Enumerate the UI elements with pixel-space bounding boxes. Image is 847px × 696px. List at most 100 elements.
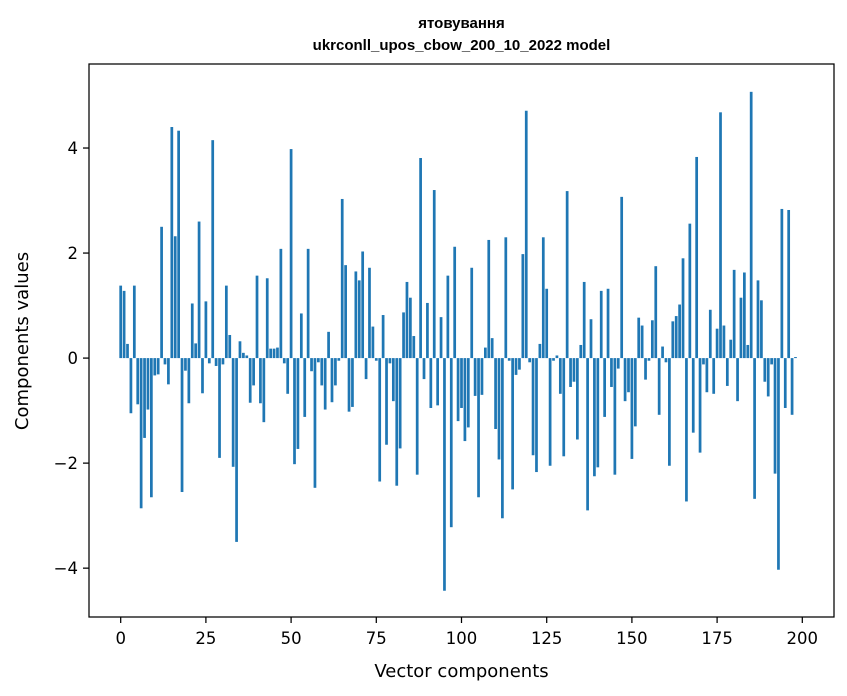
bar-117: [518, 358, 521, 370]
bar-72: [364, 358, 368, 380]
bar-63: [334, 358, 337, 386]
bar-91: [429, 358, 433, 408]
bar-156: [650, 320, 654, 359]
bar-112: [501, 358, 504, 519]
bar-75: [374, 358, 378, 361]
bar-171: [702, 358, 705, 365]
bar-162: [671, 321, 675, 359]
bar-98: [453, 246, 457, 359]
bar-136: [582, 281, 586, 359]
bar-152: [637, 317, 641, 359]
bar-74: [371, 326, 375, 359]
x-tick-label: 75: [366, 629, 387, 648]
bar-107: [483, 347, 487, 359]
bar-118: [521, 254, 525, 359]
plot-frame: [88, 63, 835, 618]
bar-144: [610, 358, 613, 387]
bar-168: [691, 358, 695, 433]
bar-13: [163, 358, 167, 365]
bar-177: [722, 325, 726, 359]
bar-182: [739, 297, 743, 359]
bar-59: [320, 358, 324, 386]
bar-126: [548, 358, 552, 466]
bar-167: [688, 223, 692, 359]
bar-62: [330, 358, 334, 403]
bar-68: [351, 358, 354, 407]
y-tick-label: 2: [68, 244, 79, 263]
bar-142: [603, 358, 607, 417]
bar-1: [122, 290, 126, 359]
bar-159: [661, 346, 664, 359]
bar-132: [569, 358, 572, 387]
bar-172: [705, 358, 709, 393]
y-tick-label: −2: [54, 454, 78, 473]
bar-44: [269, 348, 273, 359]
bar-119: [524, 110, 528, 359]
bar-37: [245, 355, 249, 359]
bar-135: [579, 344, 583, 359]
bar-111: [497, 358, 501, 460]
bar-61: [327, 331, 330, 359]
bar-31: [224, 285, 228, 359]
bar-186: [753, 358, 756, 499]
bar-22: [194, 343, 198, 359]
bar-114: [507, 358, 511, 361]
bar-65: [340, 198, 344, 359]
bar-125: [545, 288, 549, 359]
bar-43: [265, 278, 269, 359]
bar-123: [538, 343, 542, 359]
bar-76: [378, 358, 382, 482]
bar-6: [139, 358, 143, 509]
bar-40: [255, 275, 259, 359]
bar-145: [613, 358, 617, 475]
bar-15: [170, 127, 174, 359]
bar-0: [119, 285, 123, 359]
bar-169: [695, 156, 699, 359]
bar-4: [132, 285, 136, 359]
y-axis-label: Components values: [12, 252, 33, 430]
bar-77: [381, 315, 385, 359]
bar-137: [586, 358, 589, 511]
bar-143: [606, 288, 610, 359]
bar-161: [668, 358, 671, 466]
x-tick-label: 150: [616, 629, 648, 648]
bar-89: [422, 358, 426, 380]
bar-19: [184, 358, 187, 371]
bar-52: [296, 358, 300, 449]
chart-title-line1: ятовування: [418, 15, 505, 32]
bar-39: [252, 358, 255, 386]
bar-193: [777, 358, 780, 570]
bar-17: [177, 130, 180, 359]
bar-96: [446, 275, 450, 359]
bar-34: [235, 358, 238, 542]
bar-94: [439, 317, 443, 359]
bar-163: [674, 316, 678, 359]
bar-127: [552, 358, 555, 361]
bar-99: [456, 358, 460, 422]
bar-116: [514, 358, 518, 375]
bar-20: [187, 358, 191, 404]
bar-129: [558, 358, 562, 394]
bar-73: [368, 267, 371, 359]
bar-78: [385, 358, 388, 445]
bar-158: [657, 358, 661, 415]
bar-14: [167, 358, 170, 385]
bar-141: [599, 290, 603, 359]
bar-51: [293, 358, 296, 465]
bar-33: [231, 358, 235, 467]
bar-47: [279, 248, 283, 359]
bar-122: [535, 358, 538, 473]
bar-104: [473, 358, 477, 396]
bar-25: [204, 301, 208, 359]
bar-16: [173, 236, 177, 359]
x-tick-label: 100: [446, 629, 478, 648]
bar-179: [729, 339, 733, 359]
bar-149: [627, 358, 630, 393]
x-axis-ticks: 0 25 50 75 100 125 150 175 200: [115, 617, 818, 648]
bar-191: [770, 358, 773, 365]
bar-36: [242, 352, 245, 359]
bar-35: [238, 341, 242, 359]
bar-113: [504, 237, 508, 359]
bar-187: [756, 280, 760, 359]
